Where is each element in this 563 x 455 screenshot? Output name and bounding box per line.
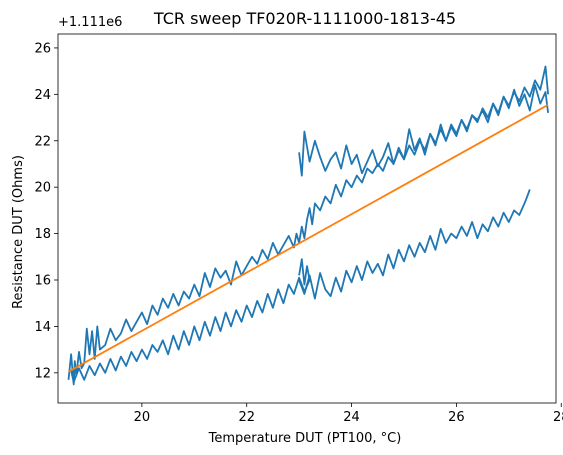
x-tick-label-24: 24 <box>343 410 360 425</box>
y-tick-label-26: 26 <box>34 41 51 56</box>
x-axis-label: Temperature DUT (PT100, °C) <box>208 431 402 446</box>
y-tick-label-16: 16 <box>34 274 51 289</box>
y-offset-text: +1.111e6 <box>58 15 122 30</box>
x-tick-label-22: 22 <box>238 410 255 425</box>
y-tick-label-24: 24 <box>34 88 51 103</box>
series-line-4 <box>298 189 531 300</box>
series-line-5 <box>68 104 549 373</box>
series-layer <box>67 65 549 386</box>
y-tick-label-18: 18 <box>34 227 51 242</box>
x-tick-label-20: 20 <box>134 410 151 425</box>
x-tick-label-28: 28 <box>553 410 563 425</box>
series-line-2 <box>298 84 549 177</box>
y-tick-label-14: 14 <box>34 320 51 335</box>
series-line-3 <box>70 258 311 384</box>
y-tick-label-20: 20 <box>34 181 51 196</box>
x-tick-label-26: 26 <box>448 410 465 425</box>
y-axis-label: Resistance DUT (Ohms) <box>11 155 26 309</box>
y-tick-label-22: 22 <box>34 134 51 149</box>
y-tick-label-12: 12 <box>34 366 51 381</box>
plot-frame <box>57 33 557 404</box>
chart-title: TCR sweep TF020R-1111000-1813-45 <box>153 9 456 28</box>
ticks-layer: 20 22 24 26 28 12 14 16 18 20 22 24 26 <box>34 41 563 425</box>
